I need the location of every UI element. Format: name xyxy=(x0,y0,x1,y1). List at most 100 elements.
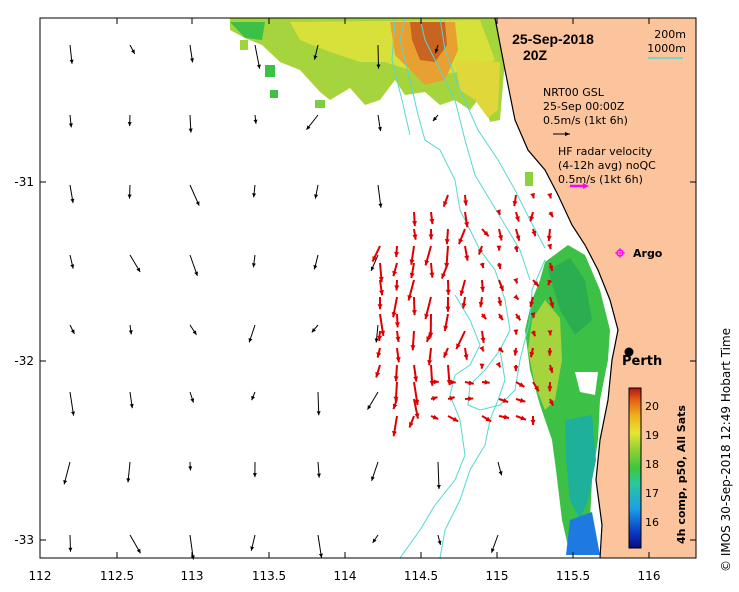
radar-vector-arrow xyxy=(479,262,485,269)
radar-vector-arrow xyxy=(428,228,434,240)
model-vector-arrow xyxy=(189,44,194,63)
x-tick-label: 114.5 xyxy=(404,569,438,583)
radar-vector-arrow xyxy=(378,262,384,283)
colorbar-tick-label: 20 xyxy=(645,400,659,413)
radar-vector-arrow xyxy=(496,262,502,270)
colorbar-tick-label: 19 xyxy=(645,429,659,442)
model-vector-arrow xyxy=(129,254,141,273)
radar-vector-arrow xyxy=(547,330,553,336)
y-axis-labels: -31 -32 -33 xyxy=(14,175,34,547)
radar-vector-arrow xyxy=(394,313,400,328)
radar-vector-arrow xyxy=(547,347,553,356)
radar-vector-arrow xyxy=(479,345,485,352)
model-vector-arrow xyxy=(69,44,74,64)
radar-vector-arrow xyxy=(515,381,525,388)
radar-vector-arrow xyxy=(463,347,469,360)
radar-vector-arrow xyxy=(375,364,381,378)
radar-vector-arrow xyxy=(447,379,456,385)
x-tick-label: 116 xyxy=(638,569,661,583)
model-vector-arrow xyxy=(251,254,256,268)
radar-vector-arrow xyxy=(513,277,519,284)
radar-vector-arrow xyxy=(457,228,466,245)
radar-vector-arrow xyxy=(427,347,433,366)
colorbar-tick-label: 18 xyxy=(645,458,659,471)
colorbar-ticks: 20 19 18 17 16 xyxy=(645,400,659,529)
model-vector-arrow xyxy=(316,461,321,478)
radar-vector-arrow xyxy=(378,279,384,296)
model-vector-arrow xyxy=(434,44,439,54)
model-vector-arrow xyxy=(250,534,256,551)
radar-vector-arrow xyxy=(495,361,502,368)
model-title: NRT00 GSL xyxy=(543,86,605,99)
radar-vector-arrow xyxy=(547,381,553,392)
radar-vector-arrow xyxy=(392,262,398,277)
model-vector-arrow xyxy=(248,324,256,343)
colorbar-tick-label: 16 xyxy=(645,516,659,529)
model-vector-arrow xyxy=(432,114,439,122)
radar-vector-arrow xyxy=(495,209,501,216)
argo-label: Argo xyxy=(633,247,663,260)
model-vector-arrow xyxy=(377,184,383,208)
radar-vector-arrow xyxy=(513,245,519,253)
isobath-200m-label: 200m xyxy=(654,28,686,41)
radar-vector-arrow xyxy=(548,398,555,407)
model-vector-arrow xyxy=(374,324,379,343)
model-vector-arrow xyxy=(491,534,499,553)
sst-patch-south xyxy=(525,245,610,555)
model-vector-arrow xyxy=(68,534,73,552)
axis-ticks xyxy=(39,18,696,558)
radar-vector-arrow xyxy=(371,245,381,263)
model-vector-arrow xyxy=(436,461,441,490)
radar-vector-arrow xyxy=(514,211,520,222)
radar-vector-arrow xyxy=(515,228,521,242)
radar-vector-arrow xyxy=(498,414,510,420)
radar-vector-arrow xyxy=(529,296,535,308)
model-vector-arrow xyxy=(314,184,319,199)
radar-vector-arrow xyxy=(447,415,459,423)
y-tick-label: -32 xyxy=(14,354,34,368)
model-vector-arrow xyxy=(129,534,141,554)
model-vector-arrow xyxy=(437,534,442,546)
radar-vector-arrow xyxy=(411,296,417,316)
model-vector-arrow xyxy=(372,534,379,544)
model-scale: 0.5m/s (1kt 6h) xyxy=(543,114,628,127)
radar-scale: 0.5m/s (1kt 6h) xyxy=(558,173,643,186)
radar-vector-arrow xyxy=(515,397,526,403)
radar-vector-arrow xyxy=(391,296,398,318)
model-vector-arrow xyxy=(189,254,198,277)
model-vector-arrow xyxy=(377,114,382,132)
radar-vector-arrow xyxy=(392,415,398,437)
radar-vector-arrow xyxy=(413,398,420,419)
model-vector-arrow xyxy=(69,184,75,204)
radar-vector-arrow xyxy=(395,330,401,343)
radar-vector-arrow xyxy=(407,279,415,301)
model-vector-arrow xyxy=(311,324,319,333)
model-vector-arrow xyxy=(69,391,76,416)
colorbar xyxy=(628,387,642,549)
radar-vector-arrow xyxy=(463,194,469,206)
radar-vector-arrow xyxy=(530,312,536,318)
radar-vector-arrow xyxy=(445,296,451,312)
radar-vector-arrow xyxy=(497,296,503,306)
x-tick-label: 113.5 xyxy=(252,569,286,583)
radar-vector-arrow xyxy=(532,381,540,392)
model-vector-arrow xyxy=(376,44,381,69)
model-vector-arrow xyxy=(252,184,257,198)
radar-vector-arrow xyxy=(442,194,449,208)
radar-vector-arrow xyxy=(513,347,519,356)
radar-vector-arrow xyxy=(548,364,554,374)
radar-vector-arrow xyxy=(376,347,382,358)
radar-vector-arrow xyxy=(395,347,401,363)
argo-marker-icon xyxy=(615,248,625,258)
colorbar-title: 4h comp, p50, All Sats xyxy=(675,405,688,544)
radar-vector-arrow xyxy=(377,296,383,310)
radar-vector-arrow xyxy=(530,192,536,199)
radar-vector-arrow xyxy=(497,346,504,353)
radar-vector-arrow xyxy=(394,245,400,258)
radar-vector-arrow xyxy=(478,245,483,255)
radar-vector-arrow xyxy=(513,329,519,335)
radar-vector-arrow xyxy=(425,330,432,343)
model-vector-arrow xyxy=(497,461,503,476)
model-vector-arrow xyxy=(129,391,134,409)
model-vector-arrow xyxy=(68,114,73,128)
